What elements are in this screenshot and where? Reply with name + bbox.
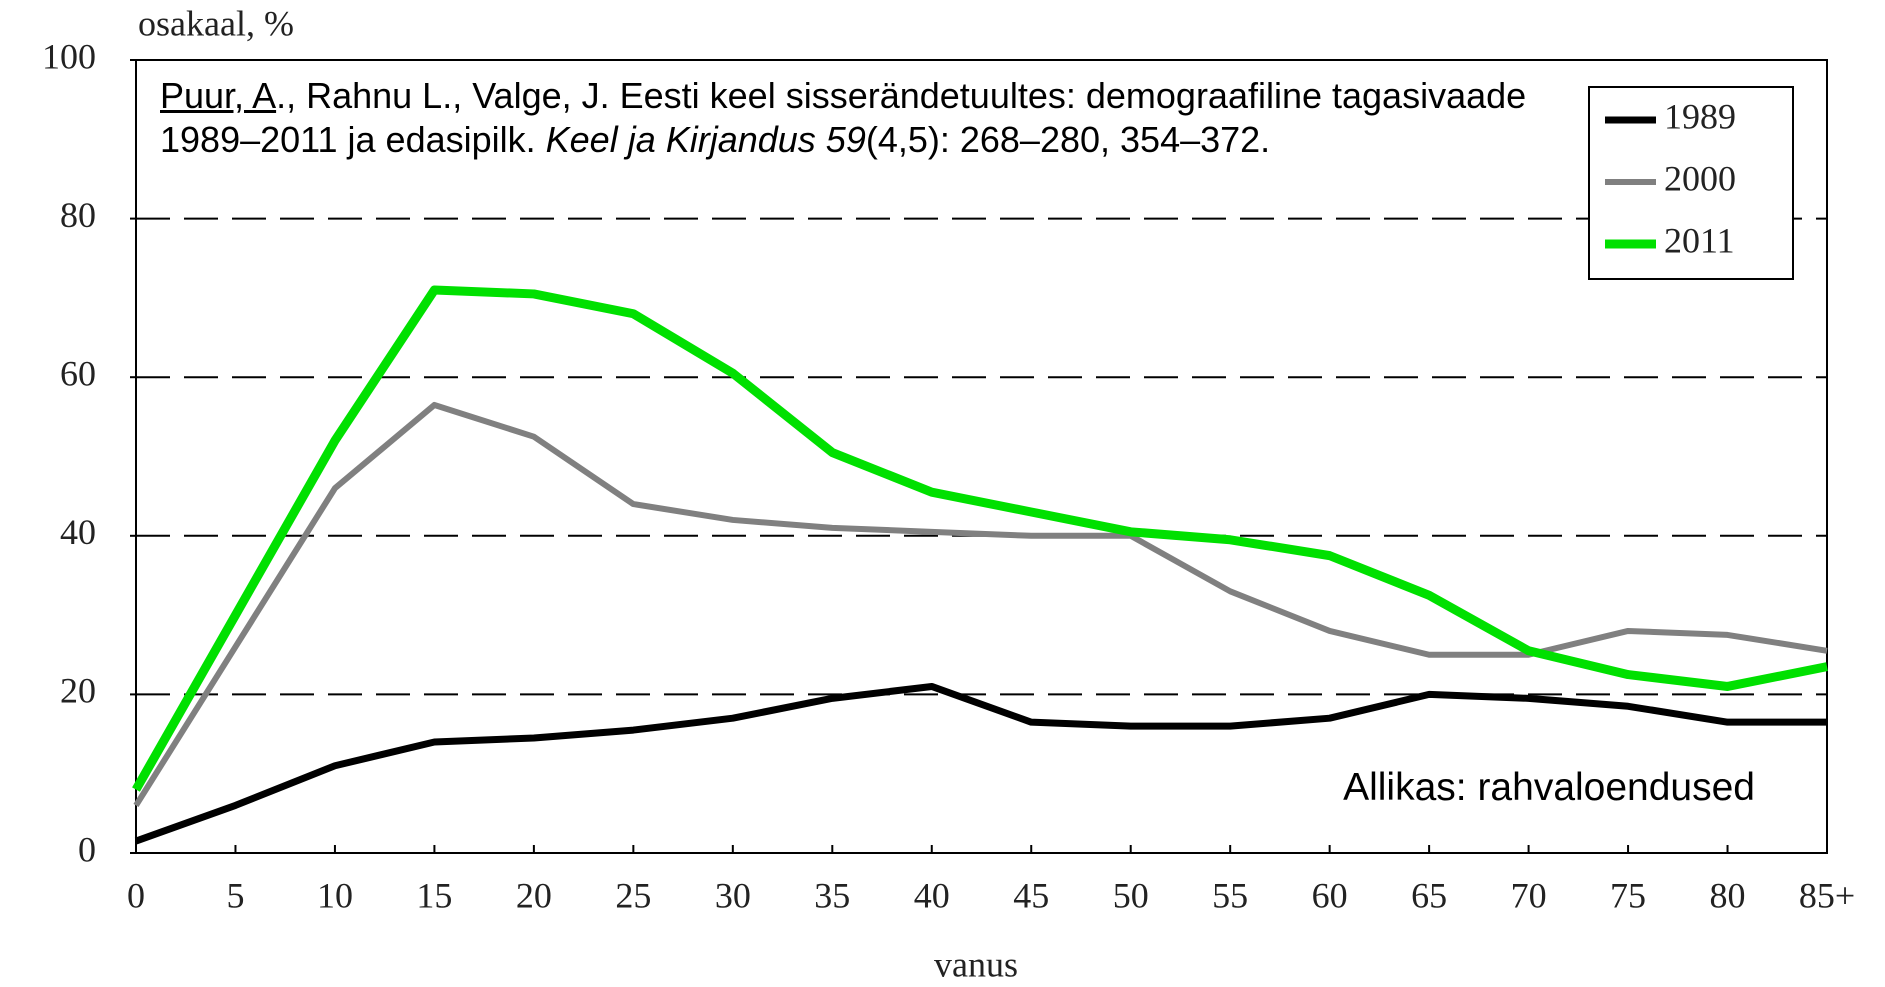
x-tick-label: 15 (416, 875, 452, 915)
plot-frame (135, 59, 1828, 854)
citation-author: Puur, A (160, 75, 277, 116)
x-tick-label: 50 (1113, 875, 1149, 915)
x-tick-label: 75 (1610, 875, 1646, 915)
y-axis-label: osakaal, % (138, 3, 294, 43)
y-tick-label: 20 (60, 671, 96, 711)
x-tick-label: 0 (127, 875, 145, 915)
y-tick-label: 0 (78, 829, 96, 869)
x-tick-label: 5 (226, 875, 244, 915)
x-tick-label: 55 (1212, 875, 1248, 915)
y-tick-label: 40 (60, 512, 96, 552)
y-tick-label: 60 (60, 353, 96, 393)
x-tick-label: 65 (1411, 875, 1447, 915)
x-tick-label: 85+ (1799, 875, 1855, 915)
x-axis-label: vanus (934, 944, 1018, 984)
legend-label: 1989 (1664, 96, 1736, 136)
x-tick-label: 25 (615, 875, 651, 915)
legend-label: 2011 (1664, 220, 1735, 260)
citation: Puur, A., Rahnu L., Valge, J. Eesti keel… (160, 74, 1560, 162)
citation-pages: (4,5): 268–280, 354–372. (865, 119, 1271, 160)
citation-journal: Keel ja Kirjandus 59 (545, 119, 866, 160)
x-tick-label: 45 (1013, 875, 1049, 915)
x-tick-label: 40 (914, 875, 950, 915)
citation-text: ., Rahnu L., Valge, J. Eesti keel sisser… (160, 75, 1527, 160)
series-line (133, 401, 1828, 808)
series-line (132, 285, 1828, 792)
x-tick-label: 70 (1511, 875, 1547, 915)
x-tick-label: 20 (516, 875, 552, 915)
source: Allikas: rahvaloendused (1343, 766, 1755, 809)
x-tick-label: 30 (715, 875, 751, 915)
legend-label: 2000 (1664, 158, 1736, 198)
x-tick-label: 60 (1312, 875, 1348, 915)
x-tick-label: 80 (1710, 875, 1746, 915)
x-tick-label: 10 (317, 875, 353, 915)
y-tick-label: 100 (42, 36, 96, 76)
y-tick-label: 80 (60, 195, 96, 235)
series-line (134, 682, 1827, 845)
x-tick-label: 35 (814, 875, 850, 915)
